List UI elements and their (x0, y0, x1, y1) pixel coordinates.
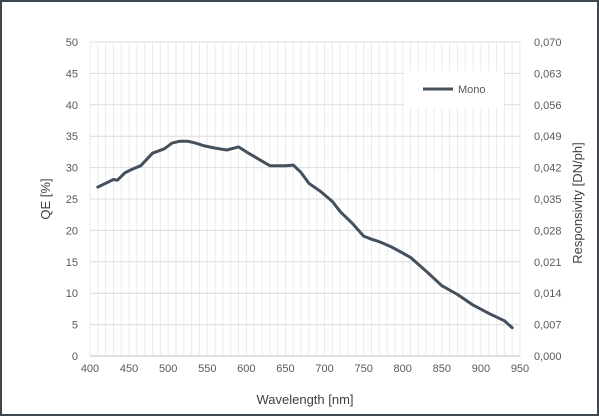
y-tick-label: 50 (66, 37, 78, 49)
y-axis-title: QE [%] (38, 178, 53, 219)
y-tick-label: 10 (66, 288, 78, 300)
y2-tick-label: 0,000 (534, 351, 562, 363)
y2-tick-label: 0,021 (534, 257, 562, 269)
x-tick-label: 700 (315, 363, 333, 375)
legend-box (404, 71, 504, 107)
legend-label-mono: Mono (458, 84, 486, 96)
y-tick-label: 15 (66, 257, 78, 269)
x-tick-label: 950 (511, 363, 529, 375)
y2-tick-label: 0,014 (534, 288, 562, 300)
y2-tick-label: 0,056 (534, 100, 562, 112)
x-tick-label: 450 (120, 363, 138, 375)
y2-tick-label: 0,042 (534, 163, 562, 175)
y-tick-label: 35 (66, 131, 78, 143)
y-tick-label: 0 (72, 351, 78, 363)
y-tick-label: 40 (66, 100, 78, 112)
y2-tick-label: 0,049 (534, 131, 562, 143)
y2-axis-title: Responsivity [DN/ph] (570, 142, 585, 263)
x-tick-label: 900 (472, 363, 490, 375)
y-tick-label: 30 (66, 163, 78, 175)
x-tick-label: 600 (237, 363, 255, 375)
y2-tick-label: 0,070 (534, 37, 562, 49)
x-tick-labels: 400 450 500 550 600 650 700 750 800 850 900 950 (81, 363, 529, 375)
y2-tick-label: 0,007 (534, 320, 562, 332)
y-tick-labels: 0 5 10 15 20 25 30 35 40 45 50 (66, 37, 78, 363)
y-tick-label: 45 (66, 68, 78, 80)
y-tick-label: 20 (66, 225, 78, 237)
x-tick-label: 850 (433, 363, 451, 375)
y2-tick-label: 0,063 (534, 68, 562, 80)
legend: Mono (404, 71, 504, 107)
x-tick-label: 750 (354, 363, 372, 375)
x-tick-label: 550 (198, 363, 216, 375)
series-group (96, 139, 514, 330)
x-tick-label: 650 (276, 363, 294, 375)
y-tick-label: 25 (66, 194, 78, 206)
y2-tick-label: 0,028 (534, 225, 562, 237)
x-tick-label: 500 (159, 363, 177, 375)
y-tick-label: 5 (72, 320, 78, 332)
y2-tick-labels: 0,000 0,007 0,014 0,021 0,028 0,035 0,042 0,049… (534, 37, 562, 363)
y2-tick-label: 0,035 (534, 194, 562, 206)
x-tick-label: 400 (81, 363, 99, 375)
x-tick-label: 800 (394, 363, 412, 375)
series-line-mono (96, 139, 514, 330)
x-axis-title: Wavelength [nm] (256, 392, 353, 407)
